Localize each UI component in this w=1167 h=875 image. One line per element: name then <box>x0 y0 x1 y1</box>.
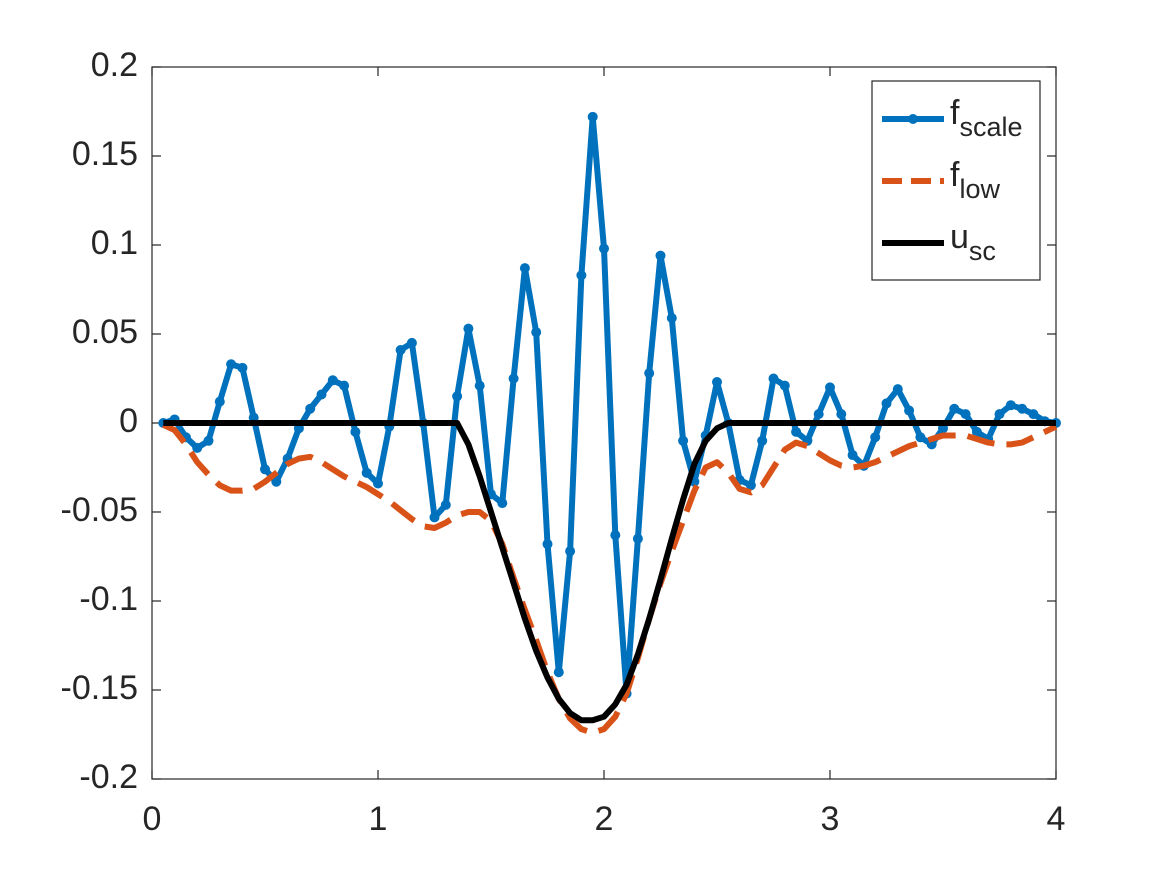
y-tick-label: 0.2 <box>91 46 138 84</box>
data-point <box>542 539 553 550</box>
y-tick-label: 0.1 <box>91 224 138 262</box>
data-point <box>305 403 316 414</box>
data-point <box>960 409 971 420</box>
data-point <box>666 312 677 323</box>
data-point <box>632 533 643 544</box>
data-point <box>836 409 847 420</box>
data-point <box>203 435 214 446</box>
data-point <box>971 426 982 437</box>
data-point <box>757 435 768 446</box>
data-point <box>429 512 440 523</box>
data-point <box>587 111 598 122</box>
data-point <box>825 382 835 393</box>
legend-label-sub: scale <box>959 112 1022 142</box>
data-point <box>497 498 508 509</box>
data-point <box>395 345 406 356</box>
data-point <box>576 270 587 281</box>
data-point <box>553 667 564 678</box>
data-point <box>361 467 372 478</box>
legend-label-base: f <box>950 156 960 194</box>
data-point <box>440 499 451 510</box>
y-tick-label: 0.05 <box>72 313 138 351</box>
data-point <box>316 389 327 400</box>
data-point <box>779 380 790 391</box>
data-point <box>373 478 383 489</box>
data-point <box>1028 409 1039 420</box>
data-point <box>192 442 203 453</box>
data-point <box>994 409 1005 420</box>
x-tick-label: 0 <box>143 800 162 838</box>
data-point <box>508 373 519 384</box>
legend-label-sub: sc <box>969 236 996 266</box>
legend-marker <box>908 114 918 124</box>
x-tick-label: 4 <box>1047 800 1066 838</box>
data-point <box>610 530 621 541</box>
data-point <box>949 403 960 414</box>
data-point <box>655 250 666 261</box>
data-point <box>870 432 881 443</box>
data-point <box>881 398 892 409</box>
data-point <box>531 327 542 338</box>
data-point <box>847 450 858 461</box>
y-tick-label: -0.2 <box>79 758 138 796</box>
y-tick-label: -0.1 <box>79 580 138 618</box>
data-point <box>339 380 350 391</box>
data-point <box>768 373 779 384</box>
data-point <box>406 337 417 348</box>
data-point <box>327 375 338 386</box>
data-point <box>463 323 474 334</box>
data-point <box>644 368 655 379</box>
legend-label-base: u <box>950 218 969 256</box>
data-point <box>226 359 237 370</box>
data-point <box>271 476 282 487</box>
x-tick-label: 3 <box>821 800 840 838</box>
series-line <box>163 420 1056 724</box>
data-point <box>350 426 361 437</box>
legend-label-base: f <box>950 94 960 132</box>
data-point <box>519 263 530 274</box>
data-point <box>745 480 756 491</box>
data-point <box>813 409 824 420</box>
data-point <box>1017 403 1028 414</box>
data-point <box>452 391 463 402</box>
data-point <box>915 432 926 443</box>
data-point <box>1005 400 1016 411</box>
data-point <box>678 435 689 446</box>
data-point <box>214 396 225 407</box>
x-tick-label: 2 <box>595 800 614 838</box>
data-point <box>892 384 903 395</box>
y-tick-label: -0.15 <box>61 669 139 707</box>
data-point <box>237 362 248 373</box>
y-tick-label: 0 <box>119 402 138 440</box>
legend-label: usc <box>950 218 996 266</box>
data-point <box>712 377 722 388</box>
series-line <box>162 422 1058 736</box>
data-point <box>904 405 915 416</box>
data-point <box>565 546 576 557</box>
y-tick-label: 0.15 <box>72 135 138 173</box>
x-tick-label: 1 <box>369 800 388 838</box>
data-point <box>474 380 485 391</box>
data-point <box>791 426 802 437</box>
data-point <box>260 464 270 475</box>
legend-label-sub: low <box>959 174 1000 204</box>
y-tick-label: -0.05 <box>61 491 139 529</box>
data-point <box>599 243 609 254</box>
legend-label: flow <box>950 156 1000 204</box>
legend-label: fscale <box>950 94 1022 142</box>
